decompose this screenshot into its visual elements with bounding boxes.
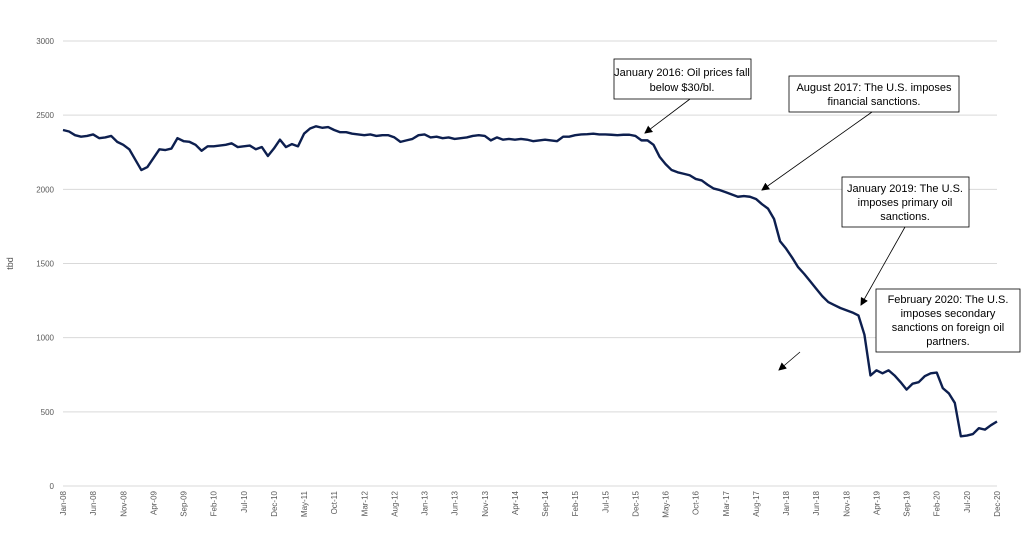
x-tick-label: Apr-09 — [149, 490, 158, 515]
x-tick-label: Apr-19 — [872, 490, 881, 515]
y-axis-ticks: 0 500 1000 1500 2000 2500 3000 — [36, 37, 54, 491]
annotation-arrow — [761, 111, 873, 191]
y-tick-label: 3000 — [36, 37, 54, 46]
x-tick-label: Jan-08 — [59, 490, 68, 515]
x-tick-label: Mar-17 — [722, 490, 731, 516]
x-tick-label: Apr-14 — [511, 490, 520, 515]
x-tick-label: Aug-17 — [752, 490, 761, 516]
annotation-line: February 2020: The U.S. — [888, 294, 1009, 306]
annotation-line: below $30/bl. — [650, 82, 715, 94]
x-tick-label: Nov-18 — [842, 490, 851, 516]
x-tick-label: Jan-18 — [782, 490, 791, 515]
annotation-line: sanctions. — [880, 211, 930, 223]
annotation-arrow — [778, 351, 801, 371]
annotation-box — [875, 288, 1021, 353]
y-axis-label: tbd — [5, 257, 15, 270]
annotation-line: January 2019: The U.S. — [847, 183, 963, 195]
x-tick-label: May-16 — [662, 490, 671, 517]
annotation-jan-2016: January 2016: Oil prices fall below $30/… — [613, 58, 752, 134]
x-tick-label: Dec-10 — [270, 490, 279, 516]
y-tick-label: 1500 — [36, 260, 54, 269]
x-tick-label: Feb-15 — [571, 490, 580, 516]
x-tick-label: Jun-18 — [812, 490, 821, 515]
annotation-line: financial sanctions. — [828, 96, 921, 108]
x-tick-label: Mar-12 — [360, 490, 369, 516]
y-tick-label: 2000 — [36, 185, 54, 194]
annotation-line: August 2017: The U.S. imposes — [796, 82, 952, 94]
x-tick-label: Oct-11 — [330, 490, 339, 514]
y-tick-label: 1000 — [36, 334, 54, 343]
x-tick-label: Sep-14 — [541, 490, 550, 516]
x-tick-label: Feb-20 — [933, 490, 942, 516]
x-tick-label: Jun-08 — [89, 490, 98, 515]
annotation-jan-2019: January 2019: The U.S. imposes primary o… — [841, 176, 970, 306]
annotation-box — [613, 58, 752, 100]
annotation-box — [788, 75, 960, 113]
y-tick-label: 0 — [50, 482, 55, 491]
y-tick-label: 500 — [41, 408, 55, 417]
annotation-box — [841, 176, 970, 228]
series-line — [62, 125, 998, 438]
x-tick-label: Jan-13 — [421, 490, 430, 515]
annotation-line: sanctions on foreign oil — [892, 322, 1005, 334]
x-tick-label: Aug-12 — [390, 490, 399, 516]
annotation-feb-2020: February 2020: The U.S. imposes secondar… — [778, 288, 1021, 371]
x-tick-label: Nov-13 — [481, 490, 490, 516]
annotation-line: partners. — [926, 336, 969, 348]
annotation-aug-2017: August 2017: The U.S. imposes financial … — [761, 75, 960, 191]
x-tick-label: Oct-16 — [692, 490, 701, 515]
annotation-line: imposes secondary — [901, 308, 996, 320]
x-tick-label: Dec-15 — [631, 490, 640, 516]
x-tick-label: Feb-10 — [210, 490, 219, 516]
x-tick-label: Jul-10 — [240, 490, 249, 512]
x-tick-label: Nov-08 — [119, 490, 128, 516]
gridlines — [63, 40, 997, 487]
annotation-line: imposes primary oil — [858, 197, 953, 209]
x-tick-label: Sep-09 — [180, 490, 189, 516]
annotation-line: January 2016: Oil prices fall — [614, 67, 750, 79]
x-tick-label: Dec-20 — [993, 490, 1002, 516]
x-tick-label: Jun-13 — [451, 490, 460, 515]
annotation-arrow — [644, 98, 691, 134]
x-axis-ticks: Jan-08 Jun-08 Nov-08 Apr-09 Sep-09 Feb-10 Jul-… — [59, 490, 1002, 517]
y-tick-label: 2500 — [36, 111, 54, 120]
x-tick-label: Jul-15 — [601, 490, 610, 512]
x-tick-label: May-11 — [300, 490, 309, 517]
x-tick-label: Sep-19 — [903, 490, 912, 516]
x-tick-label: Jul-20 — [963, 490, 972, 512]
annotation-arrow — [860, 226, 906, 306]
